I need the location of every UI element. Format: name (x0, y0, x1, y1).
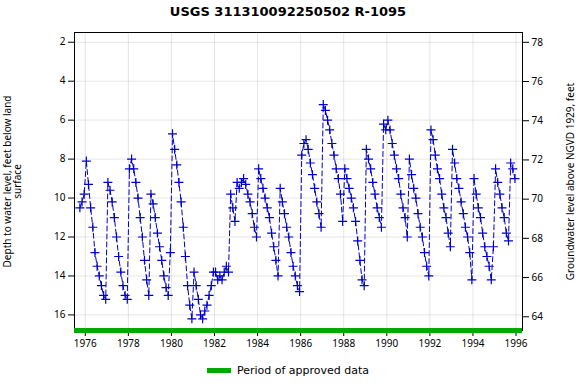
svg-text:68: 68 (532, 231, 544, 245)
svg-text:4: 4 (60, 73, 66, 87)
svg-text:1978: 1978 (117, 336, 140, 350)
svg-text:1982: 1982 (203, 336, 226, 350)
svg-text:1988: 1988 (332, 336, 355, 350)
svg-text:64: 64 (532, 309, 544, 323)
svg-text:6: 6 (60, 112, 66, 126)
svg-text:1976: 1976 (74, 336, 97, 350)
svg-text:14: 14 (54, 268, 66, 282)
svg-text:8: 8 (60, 151, 66, 165)
svg-text:1994: 1994 (462, 336, 485, 350)
svg-text:2: 2 (60, 34, 66, 48)
svg-text:16: 16 (54, 307, 66, 321)
svg-text:Groundwater level above NGVD 1: Groundwater level above NGVD 1929, feet (563, 82, 576, 280)
html-text:USGS 311310092250502 R-1095: USGS 311310092250502 R-1095 (169, 4, 407, 19)
svg-text:76: 76 (532, 74, 544, 88)
svg-text:70: 70 (532, 191, 544, 205)
svg-text:1984: 1984 (246, 336, 269, 350)
svg-text:1980: 1980 (160, 336, 183, 350)
svg-text:72: 72 (532, 152, 544, 166)
svg-text:78: 78 (532, 35, 544, 49)
svg-text:1992: 1992 (418, 336, 441, 350)
svg-text:1986: 1986 (289, 336, 312, 350)
svg-text:1990: 1990 (375, 336, 398, 350)
svg-text:12: 12 (54, 229, 66, 243)
svg-text:1996: 1996 (505, 336, 528, 350)
svg-text:66: 66 (532, 270, 544, 284)
svg-text:10: 10 (54, 190, 66, 204)
html-text:Period of approved data: Period of approved data (236, 363, 370, 377)
svg-text:Depth to water level, feet bel: Depth to water level, feet below landsur… (0, 96, 24, 268)
svg-text:74: 74 (532, 113, 544, 127)
